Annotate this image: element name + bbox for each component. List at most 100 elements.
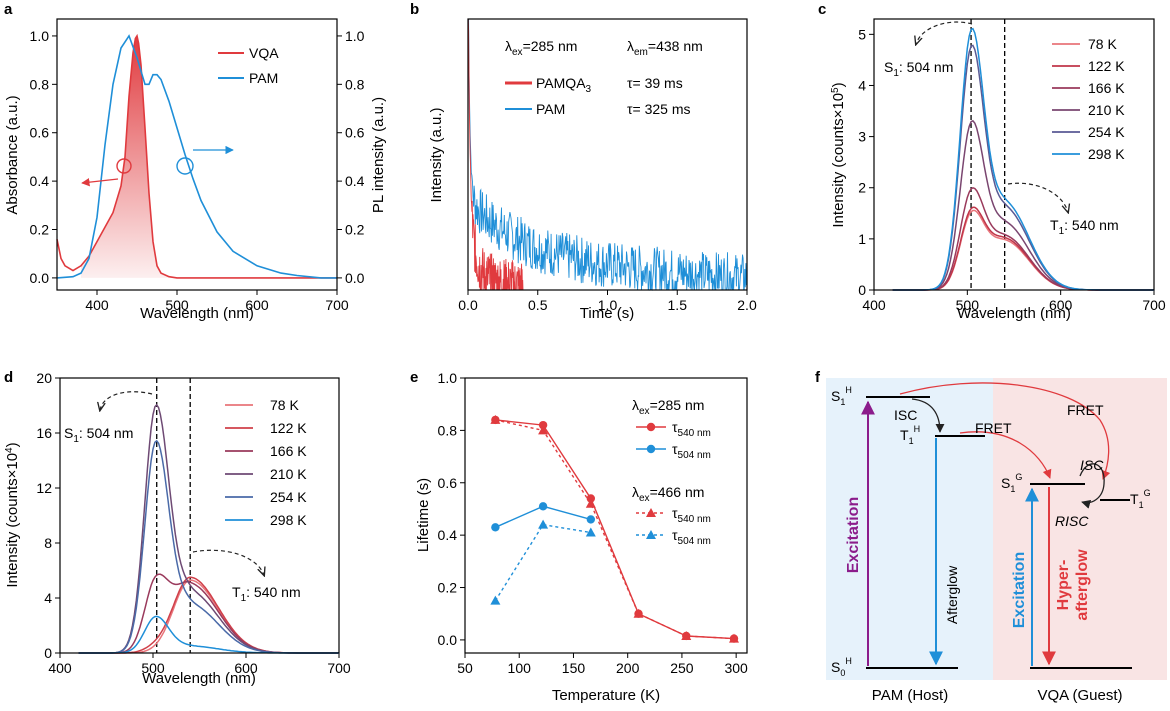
tau-pam: τ= 325 ms: [627, 101, 691, 117]
panel-a-xlabel: Wavelength (nm): [140, 305, 254, 322]
panel-label-a: a: [4, 1, 13, 18]
c-ytick-label: 2: [858, 180, 866, 196]
guest-caption: VQA (Guest): [1037, 687, 1122, 704]
panel-c: c 400 500 600 700 0 1 2 3 4 5 Wavelength (nm) Int…: [818, 1, 1166, 322]
d-xtick-label: 500: [141, 660, 165, 676]
e-ytick-label: 0.4: [438, 527, 458, 543]
a-xtick-label: 700: [325, 297, 349, 313]
t1h-label: T1H: [900, 424, 920, 446]
isc-guest-label: ISC: [1080, 457, 1104, 473]
absorbance-indicator-circle: [116, 158, 132, 174]
e-legend-label: τ504 nm: [672, 441, 711, 461]
fret-arrow-2: [959, 431, 1052, 479]
d-legend-label: 254 K: [270, 489, 307, 505]
c-xtick-label: 700: [1142, 297, 1166, 313]
t1-callout-arrow-c: [1007, 182, 1068, 212]
d-legend-label: 298 K: [270, 512, 307, 528]
pam-decay-line: [467, 18, 747, 291]
b-xtick-label: 1.0: [598, 297, 618, 313]
e-data-point: [538, 420, 548, 430]
panel-a-ylabel: Absorbance (a.u.): [4, 95, 21, 214]
e-legend-label: τ504 nm: [672, 527, 711, 547]
d-xtick-label: 700: [327, 660, 351, 676]
d-ytick-label: 4: [44, 590, 52, 606]
e-legend-marker: [646, 422, 656, 432]
c-legend-label: 254 K: [1088, 124, 1125, 140]
a-y2tick-label: 0.2: [345, 222, 365, 238]
c-xtick-label: 500: [956, 297, 980, 313]
panel-label-b: b: [410, 1, 419, 18]
s1-callout-arrow-c: [916, 21, 973, 44]
fret-arrow-1: [899, 382, 1111, 480]
c-legend-label: 166 K: [1088, 80, 1125, 96]
panel-e-frame: [464, 377, 748, 654]
a-y2tick-label: 0.0: [345, 270, 365, 286]
isc-risc-loop: [1079, 463, 1105, 509]
isc-host-label: ISC: [894, 407, 917, 423]
d-ytick-label: 20: [36, 370, 52, 386]
panel-e-plot-area: 50 100 150 200 250 300 0.0 0.2 0.4 0.6 0.8 1.0: [438, 370, 749, 676]
e-xtick-label: 300: [724, 660, 748, 676]
panel-label-c: c: [818, 1, 826, 18]
b-xtick-label: 1.5: [668, 297, 688, 313]
a-ytick-label: 0.0: [30, 270, 50, 286]
pl-indicator-circle: [176, 157, 194, 175]
panel-label-e: e: [410, 369, 418, 386]
panel-e: e 50 100 150 200 250 300 0.0 0.2 0.4 0.6 0.8 1.0 Te…: [410, 369, 748, 704]
afterglow-label: Afterglow: [944, 565, 960, 624]
d-ytick-label: 0: [44, 645, 52, 661]
c-ytick-label: 3: [858, 129, 866, 145]
e-xtick-label: 250: [670, 660, 694, 676]
e-series-line: [494, 523, 591, 601]
s1h-label: S1H: [831, 385, 852, 407]
e-legend-marker: [646, 444, 656, 454]
a-xtick-label: 500: [165, 297, 189, 313]
c-legend-label: 298 K: [1088, 146, 1125, 162]
d-ytick-label: 16: [36, 425, 52, 441]
e-legend-label: τ540 nm: [672, 419, 711, 439]
a-ytick-label: 1.0: [30, 28, 50, 44]
e-xtick-label: 50: [457, 660, 473, 676]
e-series-line: [495, 419, 735, 640]
e-data-point: [538, 502, 548, 511]
legend-label-pam-b: PAM: [536, 101, 565, 117]
panel-e-xlabel: Temperature (K): [552, 687, 660, 704]
panel-f: f S1H T1H S0H S1G T1G ISC Excitation Aft…: [815, 369, 1167, 704]
panel-c-legend: 78 K 122 K 166 K 210 K 254 K 298 K: [1052, 36, 1125, 162]
panel-e-ylabel: Lifetime (s): [415, 478, 432, 552]
panel-label-f: f: [815, 369, 821, 386]
e-legend-marker: [646, 530, 656, 539]
a-xtick-label: 400: [85, 297, 109, 313]
e-data-point: [728, 633, 739, 643]
t1g-label: T1G: [1130, 488, 1151, 510]
panel-b-xlabel: Time (s): [580, 305, 634, 322]
e-data-point: [633, 608, 644, 618]
e-data-point: [586, 515, 596, 524]
e-data-point: [490, 414, 501, 424]
hyper-afterglow-label-1: Hyper-: [1055, 560, 1072, 611]
d-legend-label: 122 K: [270, 420, 307, 436]
c-ytick-label: 5: [858, 26, 866, 42]
e-xtick-label: 150: [562, 660, 586, 676]
e-ytick-label: 0.6: [438, 475, 458, 491]
panel-c-ylabel: Intensity (counts×105): [830, 82, 847, 227]
legend-label-pam: PAM: [249, 70, 278, 86]
t1-annotation-d: T1: 540 nm: [232, 584, 301, 604]
panel-b: b 0.0 0.5 1.0 1.5 2.0 Time (s) Intensity (a.…: [410, 1, 757, 322]
hyper-afterglow-label-2: afterglow: [1074, 549, 1091, 621]
s1-callout-arrow-d: [100, 391, 153, 410]
c-xtick-label: 600: [1049, 297, 1073, 313]
e-data-point: [585, 527, 596, 537]
panel-d-frame: [59, 377, 340, 654]
d-xtick-label: 400: [48, 660, 72, 676]
b-xtick-label: 2.0: [737, 297, 757, 313]
a-y2tick-label: 0.8: [345, 76, 365, 92]
b-xtick-label: 0.0: [458, 297, 478, 313]
c-legend-label: 78 K: [1088, 36, 1117, 52]
c-spectrum-line: [892, 186, 1154, 291]
risc-label: RISC: [1055, 513, 1089, 529]
legend-title-ex285: λex=285 nm: [632, 397, 704, 417]
d-ytick-label: 12: [36, 480, 52, 496]
a-y2tick-label: 1.0: [345, 28, 365, 44]
panel-b-ylabel: Intensity (a.u.): [428, 107, 445, 202]
